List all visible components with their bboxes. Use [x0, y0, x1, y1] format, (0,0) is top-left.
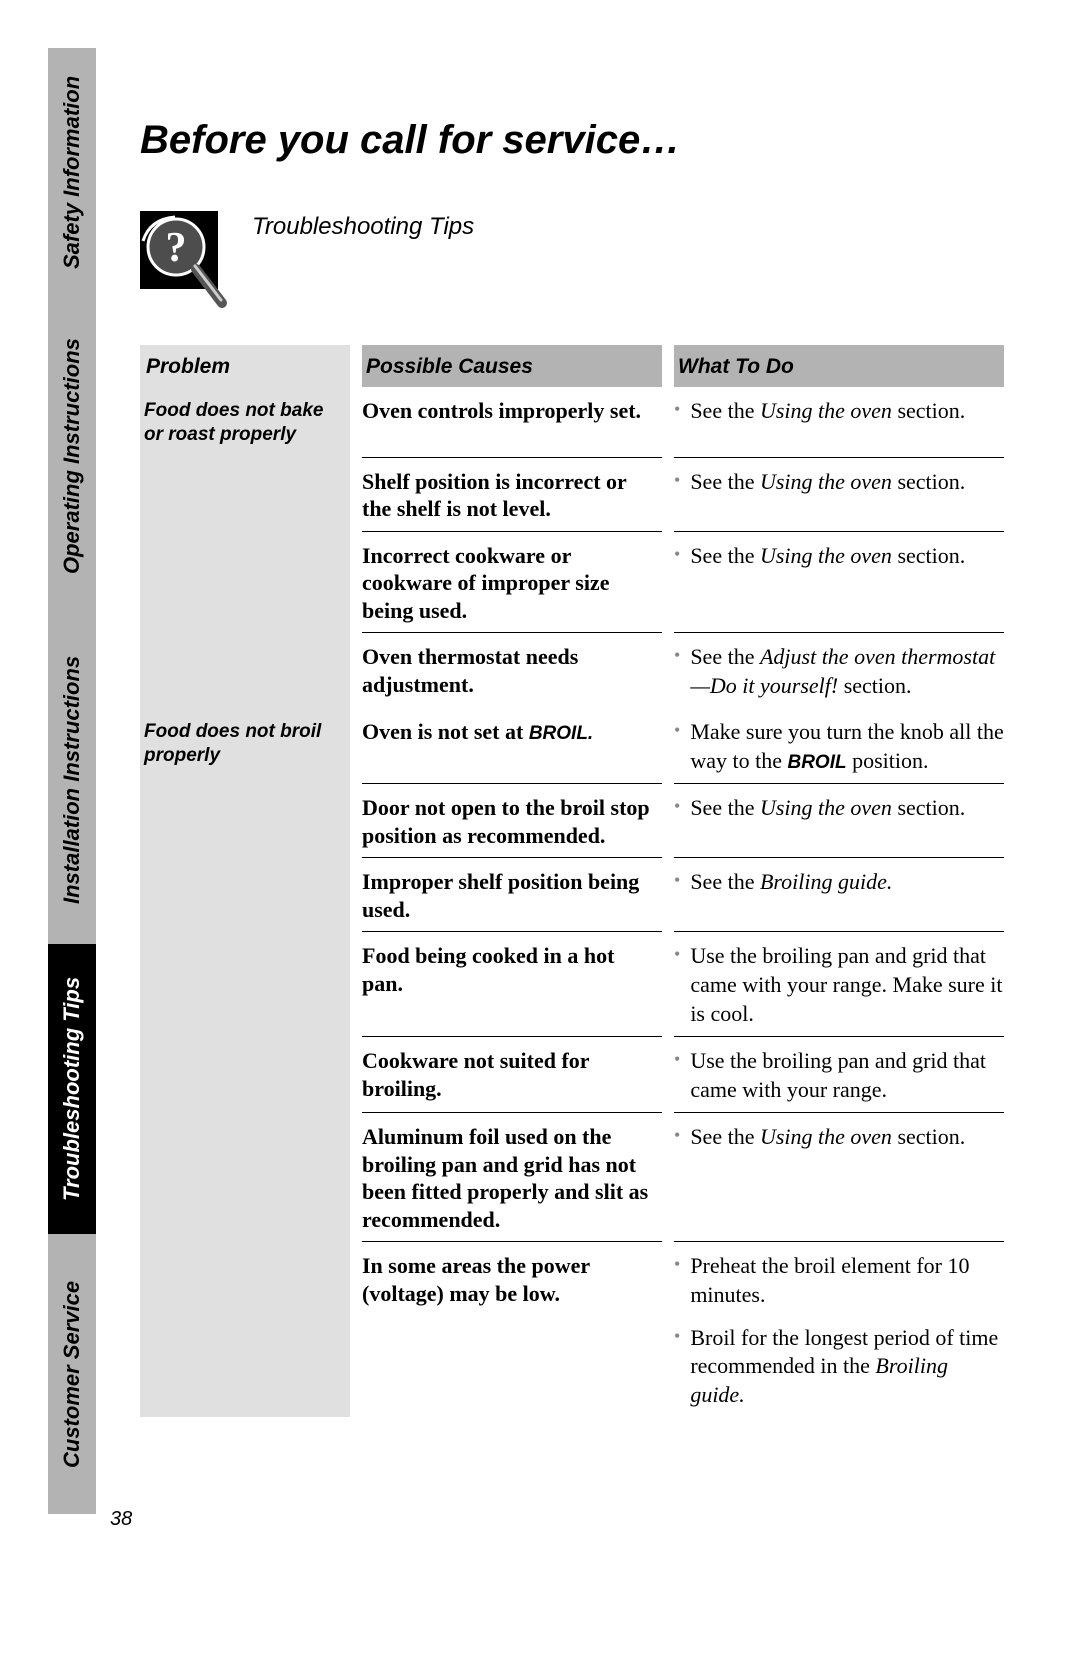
col-header-cause: Possible Causes	[362, 345, 662, 387]
action-bullet: Use the broiling pan and grid that came …	[674, 942, 1004, 1028]
action-bullet: Broil for the longest period of time rec…	[674, 1324, 1004, 1410]
main-content: Before you call for service… ? Troublesh…	[140, 118, 1010, 1417]
sidebar-tab: Troubleshooting Tips	[48, 944, 96, 1234]
problem-cell	[140, 857, 350, 931]
svg-text:?: ?	[166, 225, 187, 271]
cause-cell: Improper shelf position being used.	[362, 857, 662, 931]
problem-cell	[140, 1036, 350, 1112]
action-cell: See the Using the oven section.	[674, 531, 1004, 633]
problem-cell	[140, 931, 350, 1036]
cause-cell: Shelf position is incorrect or the shelf…	[362, 457, 662, 531]
action-bullet: See the Adjust the oven thermostat—Do it…	[674, 643, 1004, 700]
action-cell: See the Broiling guide.	[674, 857, 1004, 931]
sidebar-tab: Installation Instructions	[48, 616, 96, 944]
action-cell: Make sure you turn the knob all the way …	[674, 708, 1004, 783]
problem-cell: Food does not broil properly	[140, 708, 350, 783]
cause-cell: Oven is not set at BROIL.	[362, 708, 662, 783]
cause-cell: Door not open to the broil stop position…	[362, 783, 662, 857]
cause-cell: Oven thermostat needs adjustment.	[362, 632, 662, 708]
action-bullet: Preheat the broil element for 10 minutes…	[674, 1252, 1004, 1309]
problem-cell	[140, 783, 350, 857]
action-bullet: Use the broiling pan and grid that came …	[674, 1047, 1004, 1104]
problem-cell	[140, 1241, 350, 1417]
action-bullet: See the Using the oven section.	[674, 794, 1004, 823]
tips-header: ? Troubleshooting Tips	[140, 211, 1010, 311]
page-title: Before you call for service…	[140, 118, 1010, 163]
sidebar-tab: Customer Service	[48, 1234, 96, 1514]
sidebar-tabs: Safety InformationOperating Instructions…	[48, 48, 96, 1608]
cause-cell: In some areas the power (voltage) may be…	[362, 1241, 662, 1417]
cause-cell: Aluminum foil used on the broiling pan a…	[362, 1112, 662, 1241]
cause-cell: Food being cooked in a hot pan.	[362, 931, 662, 1036]
action-cell: See the Using the oven section.	[674, 783, 1004, 857]
cause-cell: Incorrect cookware or cookware of improp…	[362, 531, 662, 633]
action-cell: See the Adjust the oven thermostat—Do it…	[674, 632, 1004, 708]
action-bullet: See the Using the oven section.	[674, 397, 1004, 426]
action-cell: See the Using the oven section.	[674, 1112, 1004, 1241]
action-cell: Use the broiling pan and grid that came …	[674, 1036, 1004, 1112]
question-magnifier-icon: ?	[140, 211, 230, 311]
problem-cell: Food does not bake or roast properly	[140, 387, 350, 457]
action-cell: Preheat the broil element for 10 minutes…	[674, 1241, 1004, 1417]
tips-subtitle: Troubleshooting Tips	[252, 213, 474, 241]
action-bullet: See the Broiling guide.	[674, 868, 1004, 897]
problem-cell	[140, 1112, 350, 1241]
action-bullet: See the Using the oven section.	[674, 1123, 1004, 1152]
action-bullet: See the Using the oven section.	[674, 542, 1004, 571]
sidebar-tab: Safety Information	[48, 48, 96, 296]
troubleshooting-table: Problem Possible Causes What To Do Food doe…	[140, 345, 1010, 1417]
problem-cell	[140, 531, 350, 633]
col-header-action: What To Do	[674, 345, 1004, 387]
action-cell: See the Using the oven section.	[674, 457, 1004, 531]
action-bullet: See the Using the oven section.	[674, 468, 1004, 497]
action-cell: See the Using the oven section.	[674, 387, 1004, 457]
page-number: 38	[110, 1508, 132, 1531]
action-cell: Use the broiling pan and grid that came …	[674, 931, 1004, 1036]
col-header-problem: Problem	[140, 345, 350, 387]
problem-cell	[140, 457, 350, 531]
cause-cell: Oven controls improperly set.	[362, 387, 662, 457]
problem-cell	[140, 632, 350, 708]
sidebar-tab: Operating Instructions	[48, 296, 96, 616]
action-bullet: Make sure you turn the knob all the way …	[674, 718, 1004, 775]
cause-cell: Cookware not suited for broiling.	[362, 1036, 662, 1112]
